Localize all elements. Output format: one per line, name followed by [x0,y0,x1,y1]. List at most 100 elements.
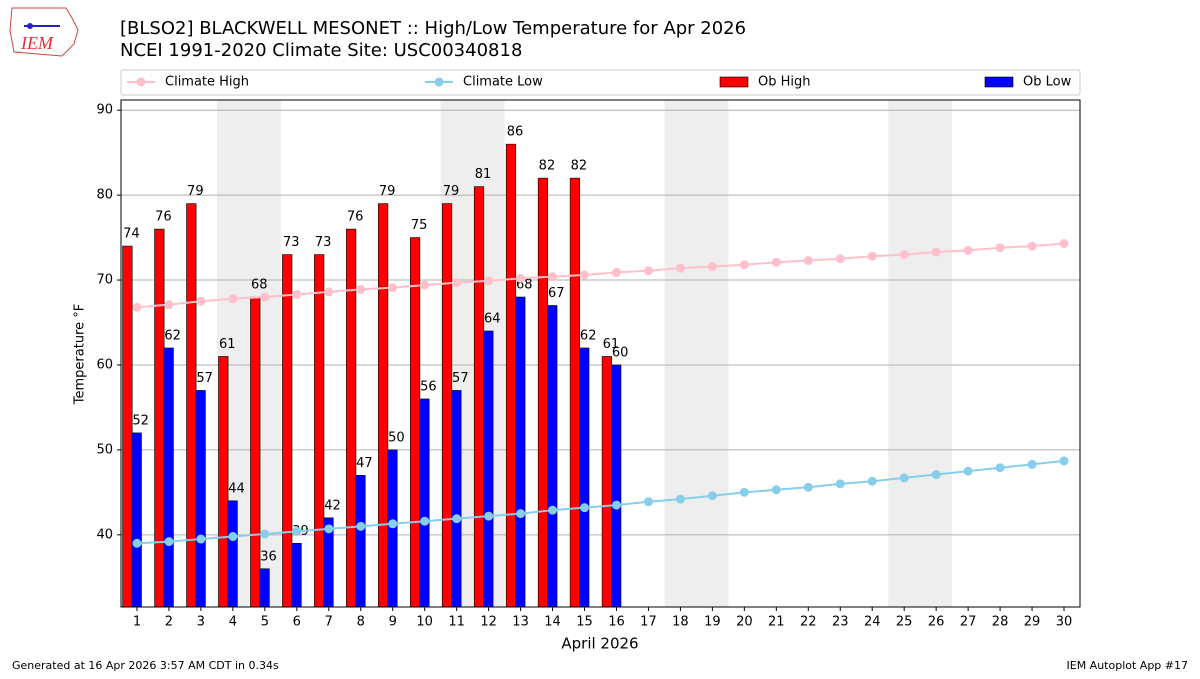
x-tick-label: 3 [197,615,205,630]
data-label: 79 [379,184,396,199]
y-tick-label: 50 [96,442,113,457]
point [739,260,749,270]
data-label: 47 [356,456,373,471]
data-label: 82 [539,159,556,174]
x-tick-label: 17 [640,615,657,630]
bar [131,432,142,608]
x-tick-label: 21 [768,615,785,630]
point [867,476,877,486]
line [136,459,1065,545]
footer-left: Generated at 16 Apr 2026 3:57 AM CDT in … [12,659,279,672]
point [164,300,174,310]
data-label: 52 [132,413,149,428]
x-tick-label: 11 [448,615,465,630]
point [420,516,430,526]
point [739,487,749,497]
bar [218,356,229,608]
legend-label: Ob High [758,75,811,90]
point [164,537,174,547]
y-tick-label: 80 [96,188,113,203]
bar [314,254,325,608]
x-tick-label: 14 [544,615,561,630]
point [1059,456,1069,466]
data-label: 64 [484,311,501,326]
x-tick-label: 29 [1024,615,1041,630]
point [292,289,302,299]
data-label: 57 [452,371,469,386]
point [707,491,717,501]
x-tick-label: 13 [512,615,529,630]
bar [186,203,197,608]
bar [483,330,494,608]
point [643,497,653,507]
point [196,296,206,306]
x-axis-label: April 2026 [561,635,638,653]
x-tick-label: 30 [1056,615,1073,630]
data-label: 82 [571,159,588,174]
legend-marker [434,77,444,87]
point [516,273,526,283]
x-tick-label: 25 [896,615,913,630]
data-label: 68 [251,278,268,293]
bar [579,347,590,608]
point [803,482,813,492]
bar [441,203,453,608]
point [132,302,142,312]
data-label: 79 [187,184,204,199]
x-tick-label: 15 [576,615,593,630]
x-tick-label: 2 [165,615,173,630]
x-tick-label: 5 [261,615,269,630]
point [643,266,653,276]
x-tick-label: 26 [928,615,945,630]
x-tick-label: 8 [357,615,365,630]
data-label: 75 [411,218,428,233]
point [1027,459,1037,469]
y-tick-label: 90 [96,103,113,118]
point [835,479,845,489]
point [132,538,142,548]
point [260,292,270,302]
point [580,503,590,513]
bar [473,186,485,608]
point [324,287,334,297]
point [995,243,1005,253]
x-tick-label: 12 [480,615,497,630]
point [675,263,685,273]
bar [387,449,398,608]
x-tick-label: 28 [992,615,1009,630]
data-label: 60 [612,345,629,360]
data-label: 44 [228,481,245,496]
x-tick-label: 6 [293,615,301,630]
bar [291,543,302,608]
bar [195,390,206,608]
data-label: 76 [347,210,364,225]
point [963,466,973,476]
x-tick-label: 24 [864,615,881,630]
point [931,247,941,257]
x-tick-label: 23 [832,615,849,630]
bar [419,398,430,608]
x-tick-label: 10 [416,615,433,630]
point [611,500,621,510]
bar [611,364,622,608]
point [548,272,558,282]
point [356,521,366,531]
bar [154,228,165,608]
point [292,526,302,536]
legend-swatch [984,76,1014,88]
y-axis-label: Temperature °F [73,304,88,405]
point [452,278,462,288]
x-tick-label: 18 [672,615,689,630]
x-tick-label: 16 [608,615,625,630]
point [835,254,845,264]
data-label: 62 [164,328,181,343]
point [707,261,717,271]
data-label: 56 [420,379,437,394]
bar [282,254,293,608]
point [963,245,973,255]
data-label: 81 [475,167,492,182]
point [260,529,270,539]
bar [409,237,421,608]
bar [569,177,581,608]
